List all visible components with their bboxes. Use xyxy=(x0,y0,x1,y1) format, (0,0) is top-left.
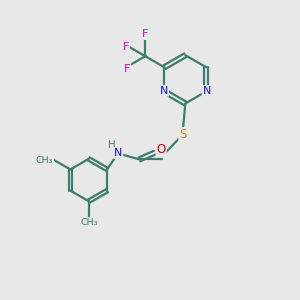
Text: CH₃: CH₃ xyxy=(36,156,53,165)
Text: H: H xyxy=(108,140,116,150)
Text: O: O xyxy=(157,143,166,156)
Text: N: N xyxy=(160,86,168,96)
Text: F: F xyxy=(124,64,130,74)
Text: CH₃: CH₃ xyxy=(80,218,98,227)
Text: N: N xyxy=(202,86,211,96)
Text: S: S xyxy=(179,128,187,141)
Text: F: F xyxy=(123,42,129,52)
Text: F: F xyxy=(142,29,148,39)
Text: N: N xyxy=(114,148,122,158)
